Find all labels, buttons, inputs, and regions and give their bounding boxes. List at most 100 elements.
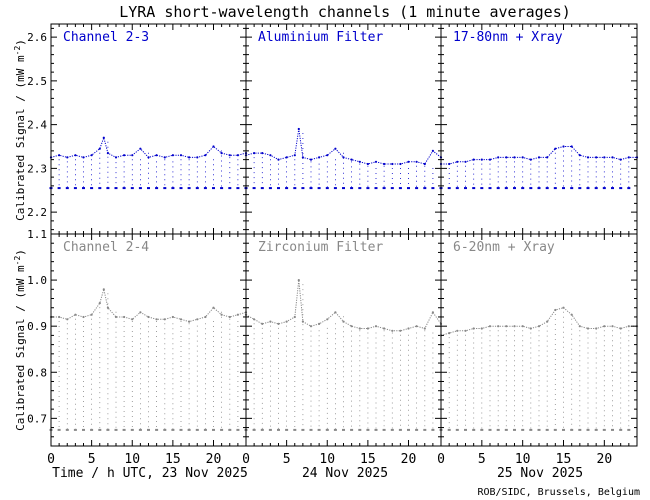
data-point xyxy=(220,313,223,316)
data-point xyxy=(106,306,109,309)
data-point xyxy=(82,428,85,431)
data-point xyxy=(521,187,525,190)
data-point xyxy=(301,320,304,323)
data-point xyxy=(570,145,573,148)
panel-frame xyxy=(440,233,638,447)
data-point xyxy=(391,162,394,166)
x-tick-label: 10 xyxy=(124,452,140,467)
data-point xyxy=(212,145,215,148)
panel-2: Aluminium Filter xyxy=(244,23,443,235)
data-point xyxy=(261,152,264,155)
panel-title: 6-20nm + Xray xyxy=(453,240,555,255)
series-1 xyxy=(49,288,248,323)
x-tick-label: 10 xyxy=(319,452,335,467)
data-point xyxy=(488,158,492,161)
data-point xyxy=(301,187,305,190)
data-point xyxy=(562,428,565,431)
data-point xyxy=(114,428,118,431)
data-point xyxy=(496,187,500,190)
data-point xyxy=(187,187,191,190)
data-point xyxy=(155,428,159,431)
data-point xyxy=(594,187,598,190)
data-point xyxy=(431,428,435,431)
data-point xyxy=(334,311,337,314)
data-point xyxy=(326,154,329,157)
data-point xyxy=(82,156,85,159)
series-2 xyxy=(49,293,240,431)
data-point xyxy=(472,187,476,190)
data-point xyxy=(228,154,231,157)
data-point xyxy=(163,156,166,159)
data-point xyxy=(456,329,459,332)
data-point xyxy=(529,327,532,330)
data-point xyxy=(139,311,142,314)
data-point xyxy=(513,325,516,328)
data-point xyxy=(562,187,565,190)
data-point xyxy=(570,313,573,316)
data-point xyxy=(155,187,159,190)
data-point xyxy=(374,325,378,328)
panel-title: Channel 2-4 xyxy=(63,240,149,255)
data-point xyxy=(228,187,232,190)
data-point xyxy=(277,428,280,431)
data-point xyxy=(513,156,516,159)
x-tick-label: 0 xyxy=(242,452,250,467)
series-2 xyxy=(244,133,435,190)
data-point xyxy=(188,156,191,159)
data-point xyxy=(293,428,297,431)
data-point xyxy=(317,187,321,190)
x-tick-label: 0 xyxy=(47,452,55,467)
y-tick-label: 1.1 xyxy=(27,228,47,241)
data-point xyxy=(179,187,183,190)
series-line xyxy=(51,289,247,323)
data-point xyxy=(195,187,199,190)
data-point xyxy=(65,428,69,431)
y-tick-label: 1.0 xyxy=(27,274,47,287)
data-point xyxy=(106,428,110,431)
data-point xyxy=(554,308,557,312)
data-point xyxy=(297,279,300,282)
data-point xyxy=(627,156,630,159)
y-axis-label-bottom: Calibrated Signal / (mW m-2) xyxy=(13,249,27,431)
data-point xyxy=(228,428,232,431)
data-point xyxy=(382,428,386,431)
data-point xyxy=(130,428,134,431)
data-point xyxy=(334,147,337,150)
data-point xyxy=(619,428,623,431)
data-point xyxy=(546,320,549,323)
series-2 xyxy=(244,284,435,431)
data-point xyxy=(204,154,207,157)
data-point xyxy=(318,156,321,159)
data-point xyxy=(179,154,183,157)
data-point xyxy=(212,428,215,431)
data-point xyxy=(415,428,419,431)
panel-frame xyxy=(50,233,247,447)
data-point xyxy=(236,313,239,316)
data-point xyxy=(537,325,541,328)
data-point xyxy=(204,315,207,319)
data-point xyxy=(374,428,378,431)
data-point xyxy=(455,187,459,190)
series-2 xyxy=(439,150,631,190)
data-point xyxy=(325,187,329,190)
data-point xyxy=(586,428,590,431)
data-point xyxy=(114,187,118,190)
data-point xyxy=(58,315,61,319)
data-point xyxy=(496,428,500,431)
data-point xyxy=(138,428,142,431)
data-point xyxy=(350,187,354,190)
series-2 xyxy=(49,141,240,190)
data-point xyxy=(497,325,500,328)
data-point xyxy=(65,187,69,190)
data-point xyxy=(447,428,451,431)
data-point xyxy=(497,156,500,159)
data-point xyxy=(342,156,345,159)
data-point xyxy=(383,162,386,166)
data-point xyxy=(611,325,614,328)
series-line xyxy=(441,146,637,165)
data-point xyxy=(390,187,394,190)
panel-title: Zirconium Filter xyxy=(258,240,383,255)
panel-title: 17-80nm + Xray xyxy=(453,30,563,45)
data-point xyxy=(611,156,614,159)
y-axis-label-top: Calibrated Signal / (mW m-2) xyxy=(13,39,27,221)
